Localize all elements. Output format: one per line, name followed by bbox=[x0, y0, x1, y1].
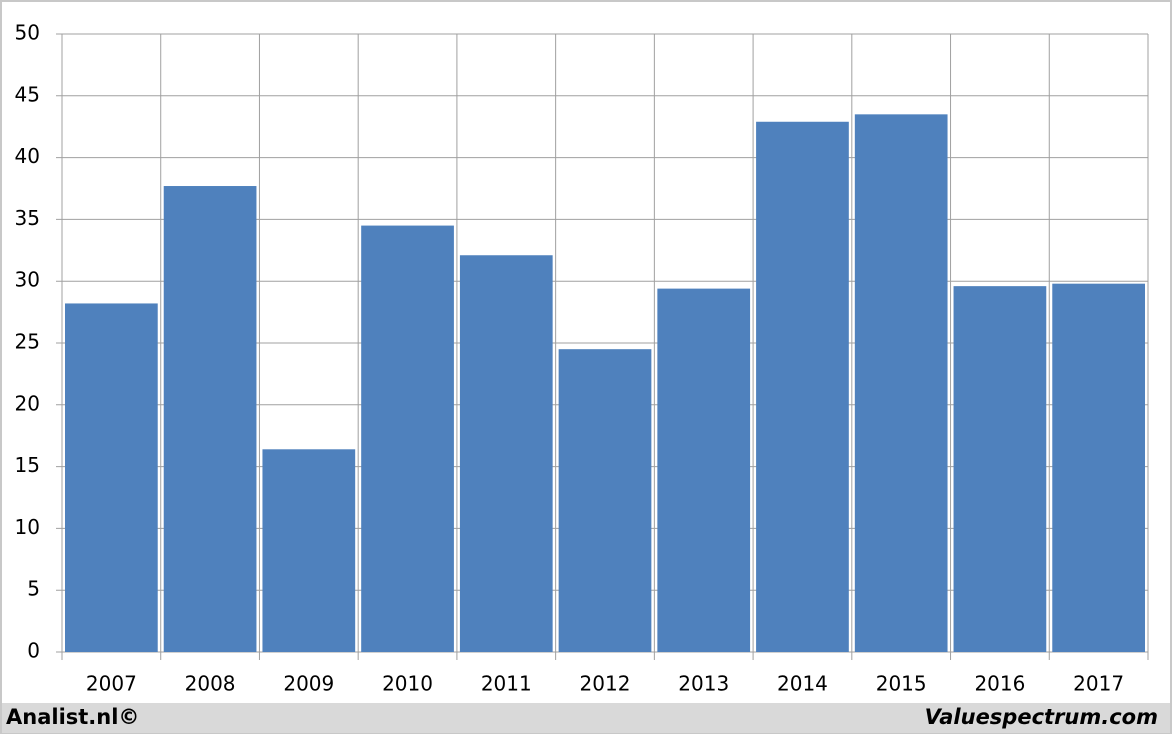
y-tick-label: 30 bbox=[15, 268, 40, 292]
y-tick-label: 20 bbox=[15, 391, 40, 415]
x-tick-label: 2017 bbox=[1073, 672, 1124, 696]
bar bbox=[558, 349, 652, 652]
y-tick-label: 15 bbox=[15, 453, 40, 477]
y-tick-label: 50 bbox=[15, 21, 40, 45]
bar bbox=[163, 186, 257, 652]
y-tick-label: 25 bbox=[15, 330, 40, 354]
x-tick-label: 2012 bbox=[580, 672, 631, 696]
y-tick-label: 45 bbox=[15, 82, 40, 106]
y-tick-label: 0 bbox=[27, 639, 40, 663]
x-tick-label: 2009 bbox=[283, 672, 334, 696]
bar bbox=[459, 255, 553, 652]
x-tick-label: 2007 bbox=[86, 672, 137, 696]
source-left: Analist.nl© bbox=[6, 705, 139, 729]
y-tick-label: 35 bbox=[15, 206, 40, 230]
x-tick-label: 2013 bbox=[678, 672, 729, 696]
x-tick-label: 2014 bbox=[777, 672, 828, 696]
y-tick-label: 5 bbox=[27, 577, 40, 601]
x-tick-label: 2015 bbox=[876, 672, 927, 696]
x-tick-label: 2011 bbox=[481, 672, 532, 696]
bar bbox=[854, 114, 948, 653]
bar bbox=[65, 303, 158, 652]
x-tick-label: 2008 bbox=[185, 672, 236, 696]
bar bbox=[361, 225, 454, 652]
y-tick-label: 10 bbox=[15, 515, 40, 539]
bar bbox=[756, 121, 849, 653]
bar bbox=[1052, 283, 1145, 652]
x-tick-label: 2016 bbox=[974, 672, 1025, 696]
source-right: Valuespectrum.com bbox=[925, 705, 1158, 729]
bar bbox=[953, 286, 1047, 652]
y-tick-label: 40 bbox=[15, 144, 40, 168]
x-tick-label: 2010 bbox=[382, 672, 433, 696]
footer-band bbox=[2, 703, 1170, 733]
bar bbox=[657, 288, 751, 652]
bar bbox=[262, 449, 356, 652]
